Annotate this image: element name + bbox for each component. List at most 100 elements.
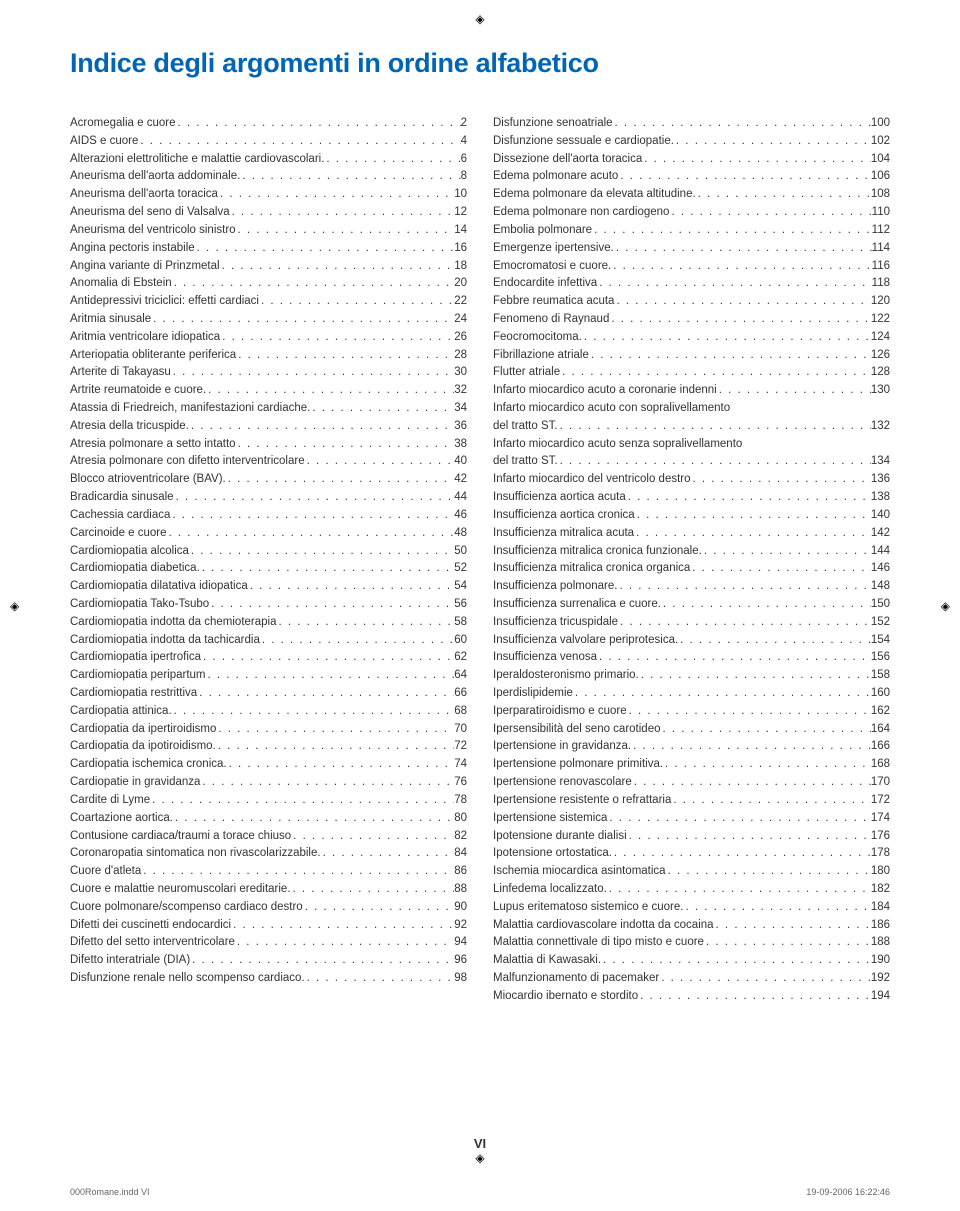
index-entry: Disfunzione sessuale e cardiopatie.. . .… xyxy=(493,133,890,151)
index-entry-leader: . . . . . . . . . . . . . . . . . . . . … xyxy=(141,863,454,881)
index-entry: Cardiomiopatia indotta da chemioterapia.… xyxy=(70,614,467,632)
index-entry-leader: . . . . . . . . . . . . . . . . . . . . … xyxy=(174,489,455,507)
index-entry-leader: . . . . . . . . . . . . . . . . . . . . … xyxy=(235,934,454,952)
index-entry-label: Disfunzione senoatriale xyxy=(493,115,613,133)
index-entry: Insufficienza surrenalica e cuore.. . . … xyxy=(493,596,890,614)
index-entry-page: 118 xyxy=(872,275,890,293)
index-entry-page: 8 xyxy=(461,168,467,186)
index-entry-page: 112 xyxy=(872,222,890,240)
index-entry-label: Cardiomiopatia peripartum xyxy=(70,667,206,685)
index-entry-page: 138 xyxy=(871,489,890,507)
index-entry-label: Cardiopatia da ipertiroidismo xyxy=(70,721,216,739)
index-entry-page: 88 xyxy=(454,881,467,899)
index-entry: Atresia polmonare a setto intatto. . . .… xyxy=(70,436,467,454)
index-entry: Angina pectoris instabile. . . . . . . .… xyxy=(70,240,467,258)
index-entry-page: 60 xyxy=(454,632,467,650)
index-entry: Ipotensione durante dialisi. . . . . . .… xyxy=(493,828,890,846)
index-entry: Miocardio ibernato e stordito. . . . . .… xyxy=(493,988,890,1006)
index-entry-label: Insufficienza surrenalica e cuore. xyxy=(493,596,661,614)
index-entry-page: 86 xyxy=(454,863,467,881)
index-entry-label: Aneurisma dell'aorta addominale. xyxy=(70,168,240,186)
index-entry-page: 62 xyxy=(454,649,467,667)
index-entry-page: 40 xyxy=(454,453,467,471)
index-entry-leader: . . . . . . . . . . . . . . . . . . . . … xyxy=(260,632,454,650)
index-entry: Endocardite infettiva. . . . . . . . . .… xyxy=(493,275,890,293)
index-entry-leader: . . . . . . . . . . . . . . . . . . . . … xyxy=(632,774,871,792)
index-entry-page: 116 xyxy=(872,258,890,276)
index-entry-page: 24 xyxy=(454,311,467,329)
index-entry-page: 156 xyxy=(871,649,890,667)
index-entry: Antidepressivi triciclici: effetti cardi… xyxy=(70,293,467,311)
index-entry-page: 172 xyxy=(871,792,890,810)
index-entry: Blocco atrioventricolare (BAV).. . . . .… xyxy=(70,471,467,489)
index-entry-label: Insufficienza valvolare periprotesica. xyxy=(493,632,678,650)
index-entry-page: 192 xyxy=(871,970,890,988)
index-entry-leader: . . . . . . . . . . . . . . . . . . . . … xyxy=(573,685,871,703)
index-entry-page: 2 xyxy=(461,115,467,133)
index-entry-leader: . . . . . . . . . . . . . . . . . . . . … xyxy=(617,578,870,596)
registration-mark-top: ◈ xyxy=(475,12,484,26)
index-entry-label: Ipotensione durante dialisi xyxy=(493,828,627,846)
page-number: VI xyxy=(0,1136,960,1151)
registration-mark-left: ◈ xyxy=(10,599,19,613)
index-entry-page: 84 xyxy=(454,845,467,863)
index-entry-page: 4 xyxy=(461,133,467,151)
index-entry: del tratto ST.. . . . . . . . . . . . . … xyxy=(493,453,890,471)
index-entry-page: 190 xyxy=(871,952,890,970)
index-entry-label: Iperaldosteronismo primario. xyxy=(493,667,639,685)
index-entry-label: Feocromocitoma. xyxy=(493,329,582,347)
index-entry: AIDS e cuore. . . . . . . . . . . . . . … xyxy=(70,133,467,151)
index-entry-leader: . . . . . . . . . . . . . . . . . . . . … xyxy=(663,756,871,774)
index-entry: Insufficienza aortica acuta. . . . . . .… xyxy=(493,489,890,507)
index-entry-leader: . . . . . . . . . . . . . . . . . . . . … xyxy=(220,329,454,347)
index-entry-label: Cardiomiopatia dilatativa idiopatica xyxy=(70,578,248,596)
index-entry-leader: . . . . . . . . . . . . . . . . . . . . … xyxy=(560,364,871,382)
index-entry-leader: . . . . . . . . . . . . . . . . . . . . … xyxy=(618,614,871,632)
index-entry: Arteriopatia obliterante periferica. . .… xyxy=(70,347,467,365)
index-entry-page: 70 xyxy=(454,721,467,739)
index-entry-leader: . . . . . . . . . . . . . . . . . . . . … xyxy=(683,899,870,917)
index-entry: Linfedema localizzato.. . . . . . . . . … xyxy=(493,881,890,899)
index-entry-page: 140 xyxy=(871,507,890,525)
index-entry: Cardiomiopatia restrittiva. . . . . . . … xyxy=(70,685,467,703)
index-entry-page: 174 xyxy=(871,810,890,828)
index-entry: Aritmia sinusale. . . . . . . . . . . . … xyxy=(70,311,467,329)
index-entry-page: 76 xyxy=(454,774,467,792)
index-entry: Cardite di Lyme. . . . . . . . . . . . .… xyxy=(70,792,467,810)
index-entry-label: Cardiomiopatia restrittiva xyxy=(70,685,197,703)
index-entry-leader: . . . . . . . . . . . . . . . . . . . . … xyxy=(197,685,454,703)
index-entry-page: 176 xyxy=(871,828,890,846)
index-entry: Aneurisma dell'aorta addominale.. . . . … xyxy=(70,168,467,186)
index-entry: Cuore polmonare/scompenso cardiaco destr… xyxy=(70,899,467,917)
index-entry-leader: . . . . . . . . . . . . . . . . . . . . … xyxy=(597,275,871,293)
index-entry-leader: . . . . . . . . . . . . . . . . . . . . … xyxy=(206,667,455,685)
index-entry-page: 108 xyxy=(871,186,890,204)
index-entry-label: Acromegalia e cuore xyxy=(70,115,175,133)
index-entry-label: Coartazione aortica. xyxy=(70,810,173,828)
index-column-left: Acromegalia e cuore . . . . . . . . . . .… xyxy=(70,115,467,1006)
index-entry-page: 160 xyxy=(871,685,890,703)
index-entry-label: Cardiomiopatia diabetica. xyxy=(70,560,200,578)
index-entry-leader: . . . . . . . . . . . . . . . . . . . . … xyxy=(690,560,871,578)
index-entry-page: 132 xyxy=(871,418,890,436)
index-entry: Alterazioni elettrolitiche e malattie ca… xyxy=(70,151,467,169)
index-entry-page: 32 xyxy=(454,382,467,400)
index-entry: Difetti dei cuscinetti endocardici. . . … xyxy=(70,917,467,935)
index-entry: Cardiopatia attinica.. . . . . . . . . .… xyxy=(70,703,467,721)
index-entry: Cardiomiopatia diabetica.. . . . . . . .… xyxy=(70,560,467,578)
index-entry-leader: . . . . . . . . . . . . . . . . . . . . … xyxy=(601,952,871,970)
index-entry-label: Malattia connettivale di tipo misto e cu… xyxy=(493,934,704,952)
index-entry-leader: . . . . . . . . . . . . . . . . . . . . … xyxy=(626,489,871,507)
index-entry: Cardiomiopatia Tako-Tsubo. . . . . . . .… xyxy=(70,596,467,614)
index-entry-page: 182 xyxy=(871,881,890,899)
index-entry: Flutter atriale. . . . . . . . . . . . .… xyxy=(493,364,890,382)
index-entry-label: Miocardio ibernato e stordito xyxy=(493,988,638,1006)
index-entry-leader: . . . . . . . . . . . . . . . . . . . . … xyxy=(702,543,871,561)
index-entry-page: 170 xyxy=(871,774,890,792)
index-entry-label: Cardite di Lyme xyxy=(70,792,150,810)
index-entry-label: Infarto miocardico acuto senza sopralive… xyxy=(493,436,742,454)
index-entry: Emergenze ipertensive.. . . . . . . . . … xyxy=(493,240,890,258)
index-entry-page: 158 xyxy=(871,667,890,685)
index-entry: Insufficienza mitralica cronica funziona… xyxy=(493,543,890,561)
index-entry-label: Malfunzionamento di pacemaker xyxy=(493,970,659,988)
